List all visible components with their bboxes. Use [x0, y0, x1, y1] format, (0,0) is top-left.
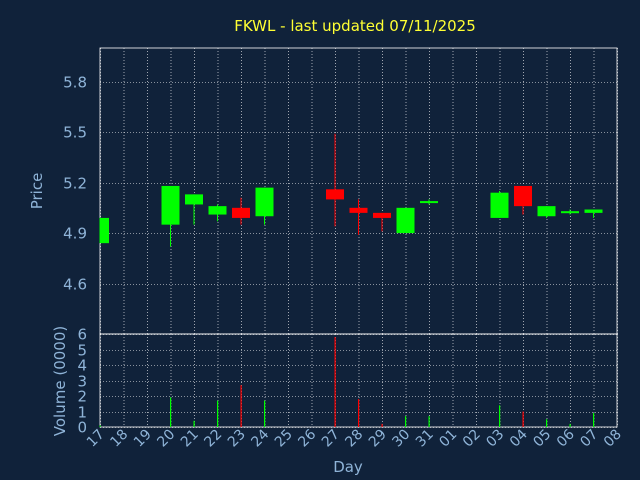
candle-21: [185, 194, 203, 225]
candle-body: [584, 209, 603, 213]
candle-22: [208, 204, 227, 222]
candle-07: [584, 209, 603, 218]
candle-body: [255, 187, 274, 217]
candle-28: [349, 199, 368, 235]
x-axis: 17 18 19 20 21 22 23 24 25 26 27 28 29 30 31 01 02 03 04 05…: [84, 426, 625, 450]
candle-body: [185, 194, 203, 205]
candle-body: [490, 192, 509, 218]
candle-body: [537, 206, 556, 217]
volume-tick-label: 2: [77, 388, 87, 406]
price-tick-label: 5.5: [63, 124, 87, 142]
volume-bar-24: [264, 400, 266, 427]
price-axis-label: Price: [28, 173, 46, 210]
candle-body: [396, 207, 415, 234]
volume-bar-30: [405, 416, 407, 427]
volume-tick-label: 6: [77, 326, 87, 344]
volume-tick-label: 4: [77, 357, 87, 375]
candle-body: [420, 201, 438, 204]
volume-bar-29: [381, 423, 383, 427]
volume-bar-05: [546, 419, 548, 427]
candle-body: [232, 207, 250, 218]
candle-body: [100, 217, 109, 244]
volume-bar-28: [358, 399, 360, 427]
x-axis-label: Day: [333, 458, 363, 476]
candle-27: [326, 133, 344, 227]
candle-body: [561, 211, 579, 214]
volume-bar-27: [334, 337, 336, 427]
candle-05: [537, 206, 556, 218]
volume-bar-23: [240, 385, 242, 427]
candle-23: [232, 197, 250, 225]
candle-body: [208, 206, 227, 215]
candle-17: [99, 217, 109, 244]
candle-body: [514, 185, 532, 207]
candle-30: [396, 207, 415, 234]
price-tick-label: 4.6: [63, 276, 87, 294]
volume-bar-21: [193, 420, 195, 427]
candle-body: [326, 189, 344, 200]
volume-bar-07: [593, 413, 595, 427]
volume-bar-04: [522, 411, 524, 427]
candle-body: [349, 207, 368, 213]
candle-31: [420, 199, 438, 205]
volume-bar-17: [99, 425, 101, 427]
chart-title: FKWL - last updated 07/11/2025: [234, 17, 476, 35]
candle-03: [490, 191, 509, 218]
candle-20: [161, 185, 180, 247]
volume-bar-31: [428, 416, 430, 427]
volume-bar-20: [170, 397, 172, 427]
candle-body: [373, 212, 391, 218]
candle-06: [561, 209, 579, 215]
volume-bar-06: [569, 423, 571, 427]
candle-24: [255, 187, 274, 225]
volume-tick-label: 3: [77, 373, 87, 391]
volume-tick-label: 0: [77, 419, 87, 437]
candle-29: [373, 212, 391, 232]
volume-axis-label: Volume (0000): [51, 326, 69, 436]
volume-bar-22: [217, 400, 219, 427]
candle-04: [514, 185, 532, 215]
volume-tick-label: 1: [77, 404, 87, 422]
price-tick-label: 5.8: [63, 74, 87, 92]
volume-tick-label: 5: [77, 342, 87, 360]
price-tick-label: 5.2: [63, 175, 87, 193]
candle-body: [161, 185, 180, 225]
volume-bar-03: [499, 405, 501, 427]
price-tick-label: 4.9: [63, 225, 87, 243]
